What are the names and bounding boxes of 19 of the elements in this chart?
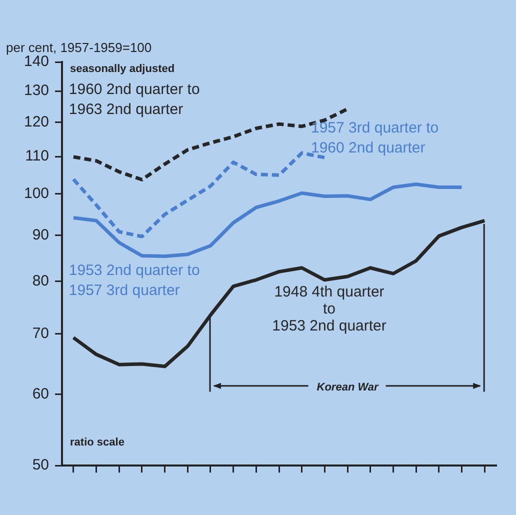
y-tick-label: 50 (32, 456, 50, 474)
y-tick-label: 80 (32, 272, 50, 290)
y-tick-label: 100 (24, 185, 50, 202)
y-axis-title: per cent, 1957-1959=100 (6, 40, 152, 55)
y-tick-label: 120 (24, 114, 50, 131)
annotation: ratio scale (70, 436, 124, 449)
series-label: 1948 4th quarter to 1953 2nd quarter (272, 283, 386, 334)
series-label: 1957 3rd quarter to 1960 2nd quarter (310, 119, 439, 156)
y-tick-label: 110 (25, 148, 50, 165)
line-series (72, 151, 326, 238)
series-label: 1960 2nd quarter to 1963 2nd quarter (68, 81, 200, 118)
annotation: Korean War (316, 381, 380, 394)
y-tick-label: 130 (24, 82, 50, 100)
annotation: seasonally adjusted (70, 63, 175, 75)
series-label: 1953 2nd quarter to 1957 3rd quarter (68, 262, 200, 300)
y-tick-label: 60 (32, 385, 50, 402)
y-tick-label: 90 (32, 226, 50, 244)
y-tick-label: 70 (32, 324, 50, 342)
y-tick-label: 140 (24, 53, 50, 70)
